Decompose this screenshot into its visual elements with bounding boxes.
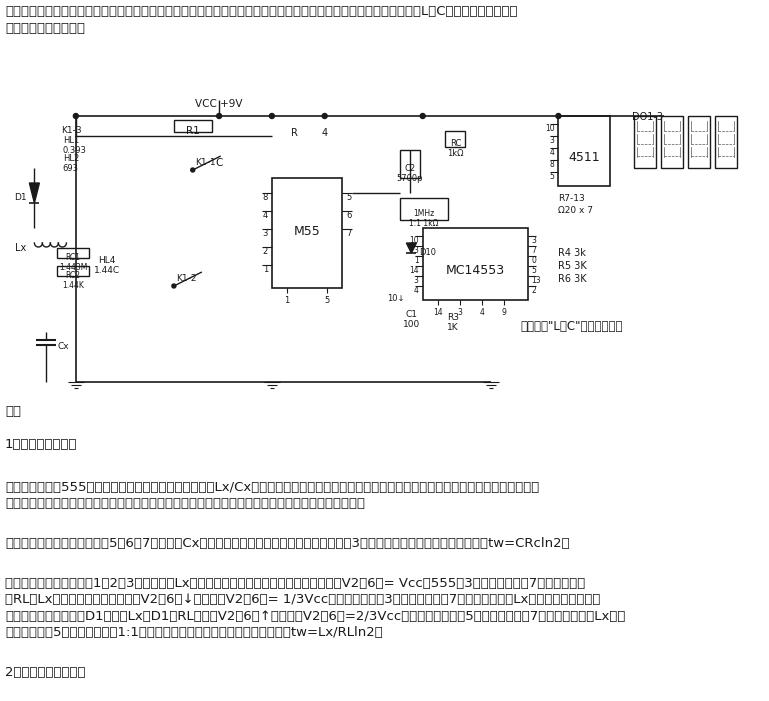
Text: 1MHz
1:1 1kΩ: 1MHz 1:1 1kΩ	[409, 209, 439, 229]
Text: K1-3: K1-3	[61, 126, 82, 135]
Text: 10: 10	[409, 236, 418, 245]
Text: 9: 9	[501, 308, 506, 317]
Text: Ω20 x 7: Ω20 x 7	[558, 206, 594, 215]
Text: 直观、方便、精度高。: 直观、方便、精度高。	[5, 22, 85, 34]
Circle shape	[322, 114, 327, 118]
Text: 14: 14	[409, 266, 418, 275]
Bar	[661, 116, 683, 168]
Text: 8: 8	[262, 193, 268, 202]
Text: K1-2: K1-2	[176, 274, 196, 283]
Text: 1: 1	[285, 296, 289, 305]
Text: 4: 4	[550, 148, 554, 157]
Circle shape	[269, 114, 275, 118]
Bar	[272, 178, 342, 288]
Text: 4: 4	[321, 128, 328, 138]
Text: R6 3K: R6 3K	[558, 274, 587, 284]
Text: 5: 5	[531, 266, 537, 275]
Text: 3: 3	[531, 236, 537, 245]
Bar	[558, 116, 611, 186]
Text: R3
1K: R3 1K	[447, 313, 459, 332]
Text: 5: 5	[550, 172, 554, 181]
Text: 3: 3	[550, 136, 554, 145]
Bar	[423, 228, 528, 300]
Circle shape	[191, 168, 195, 172]
Text: 测量电感时（波段开关在1、2、3位），是以Lx为定时元件的多谐振荡器，刚接通电源时，V2（6）= Vcc，555的3脚输出低电平，7脚通地，电源: 测量电感时（波段开关在1、2、3位），是以Lx为定时元件的多谐振荡器，刚接通电源…	[5, 577, 585, 590]
Circle shape	[73, 114, 78, 118]
Text: HL2
693: HL2 693	[63, 154, 79, 173]
Text: 1、参数变换电路：: 1、参数变换电路：	[5, 438, 78, 451]
Text: C2
5700p: C2 5700p	[397, 164, 423, 184]
Text: 参数变换电路由555时基构成多谐振荡器，可把被测元件Lx/Cx转换成与元件参数成正比的脉宽。然后把这具有特定脉宽的矩形作为门控信号，在: 参数变换电路由555时基构成多谐振荡器，可把被测元件Lx/Cx转换成与元件参数成…	[5, 481, 539, 494]
Text: Lx: Lx	[15, 243, 26, 253]
Circle shape	[556, 114, 561, 118]
Text: RC2
1.44K: RC2 1.44K	[62, 271, 84, 290]
Text: 原理: 原理	[5, 405, 21, 418]
Text: 4511: 4511	[568, 151, 601, 164]
Text: M55: M55	[294, 225, 320, 238]
Text: 7: 7	[531, 246, 537, 255]
Text: 始充电，这样5脚输出占空比为1:1的方波，送到计数器的门控端。这时脉宽为tw=Lx/RLln2。: 始充电，这样5脚输出占空比为1:1的方波，送到计数器的门控端。这时脉宽为tw=L…	[5, 626, 383, 639]
Text: 4: 4	[479, 308, 484, 317]
Text: HL4
1.44C: HL4 1.44C	[94, 256, 120, 275]
Bar	[174, 120, 212, 132]
Text: 8: 8	[550, 160, 554, 169]
Bar	[445, 131, 465, 147]
Bar	[634, 116, 656, 168]
Text: 4: 4	[263, 211, 268, 220]
Text: 产生一个感生电动势使D1导通，Lx经D1、RL放电，V2（6）↑，当达到V2（6）=2/3Vcc时，电路又翻转，5脚输出低电平，7脚又与地接通，Lx又开: 产生一个感生电动势使D1导通，Lx经D1、RL放电，V2（6）↑，当达到V2（6…	[5, 610, 625, 622]
Text: 2: 2	[263, 247, 268, 256]
Text: 10: 10	[544, 124, 554, 133]
Bar	[57, 248, 89, 258]
Text: 1: 1	[414, 256, 418, 265]
Text: 数字显示"L、C"表的制作电路: 数字显示"L、C"表的制作电路	[521, 320, 623, 333]
Text: VCC +9V: VCC +9V	[195, 99, 243, 109]
Text: K1-1: K1-1	[195, 158, 215, 167]
Text: 10↓: 10↓	[388, 294, 405, 303]
Text: 13: 13	[531, 276, 541, 285]
Bar	[57, 266, 89, 276]
Text: 脉宽时间内对一个已知周期的标准脉冲计数通过显示器就可以把脉宽（实际上是元件参数）显示出来。: 脉宽时间内对一个已知周期的标准脉冲计数通过显示器就可以把脉宽（实际上是元件参数）…	[5, 498, 365, 510]
Bar	[687, 116, 710, 168]
Polygon shape	[29, 183, 39, 203]
Text: R: R	[291, 128, 298, 138]
Text: 1: 1	[263, 265, 268, 274]
Text: R4 3k: R4 3k	[558, 248, 586, 258]
Bar	[400, 150, 420, 178]
Circle shape	[420, 114, 425, 118]
Text: 5: 5	[346, 193, 351, 202]
Text: C1
100: C1 100	[403, 310, 420, 329]
Text: DO1-3: DO1-3	[632, 112, 663, 122]
Text: 测量电容时（这时波段开关在5、6、7位）是以Cx为定时元件的多谐振荡器，产生的矩形波经3脚输出，送到计数器的门控端，脉宽tw=CRcln2。: 测量电容时（这时波段开关在5、6、7位）是以Cx为定时元件的多谐振荡器，产生的矩…	[5, 537, 570, 550]
Text: R1: R1	[186, 126, 200, 136]
Polygon shape	[406, 243, 416, 253]
Text: 0: 0	[531, 256, 537, 265]
Circle shape	[172, 284, 176, 288]
Text: 2: 2	[531, 286, 537, 295]
Bar	[715, 116, 737, 168]
Text: D1: D1	[14, 193, 26, 202]
Text: R7-13: R7-13	[558, 194, 585, 203]
Text: 2、标准脉冲发生器：: 2、标准脉冲发生器：	[5, 666, 85, 679]
Text: Cx: Cx	[58, 342, 69, 351]
Text: 14: 14	[433, 308, 442, 317]
Text: D10: D10	[419, 248, 436, 257]
Text: 电子爱好者在制作均衡电容、音箱分频电感时，稍有误差就会令音质受到损害。这里向广大爱好者介绍一款制作简单的L、C表，电路数字显示，: 电子爱好者在制作均衡电容、音箱分频电感时，稍有误差就会令音质受到损害。这里向广大…	[5, 5, 518, 18]
Text: RC1
1.443M: RC1 1.443M	[58, 253, 87, 273]
Text: R5 3K: R5 3K	[558, 261, 588, 271]
Text: 4: 4	[414, 286, 418, 295]
Text: MC14553: MC14553	[446, 264, 504, 277]
Text: 经RL的Lx充电，随着充电的进行，V2（6）↓，当达到V2（6）= 1/3Vcc时，电路翻转，3脚输出高电平，7脚与地断开，因Lx电流不能突变，必将: 经RL的Lx充电，随着充电的进行，V2（6）↓，当达到V2（6）= 1/3Vcc…	[5, 593, 601, 606]
Text: C: C	[215, 158, 223, 168]
Text: 3: 3	[262, 229, 268, 238]
Text: 3: 3	[414, 246, 418, 255]
Text: HL1
0.393: HL1 0.393	[63, 136, 87, 156]
Text: RC
1kΩ: RC 1kΩ	[447, 139, 464, 158]
Text: 6: 6	[346, 211, 351, 220]
Bar	[400, 198, 448, 220]
Text: 3: 3	[458, 308, 462, 317]
Circle shape	[217, 114, 221, 118]
Text: 3: 3	[414, 276, 418, 285]
Text: 7: 7	[346, 229, 351, 238]
Text: 5: 5	[325, 296, 330, 305]
